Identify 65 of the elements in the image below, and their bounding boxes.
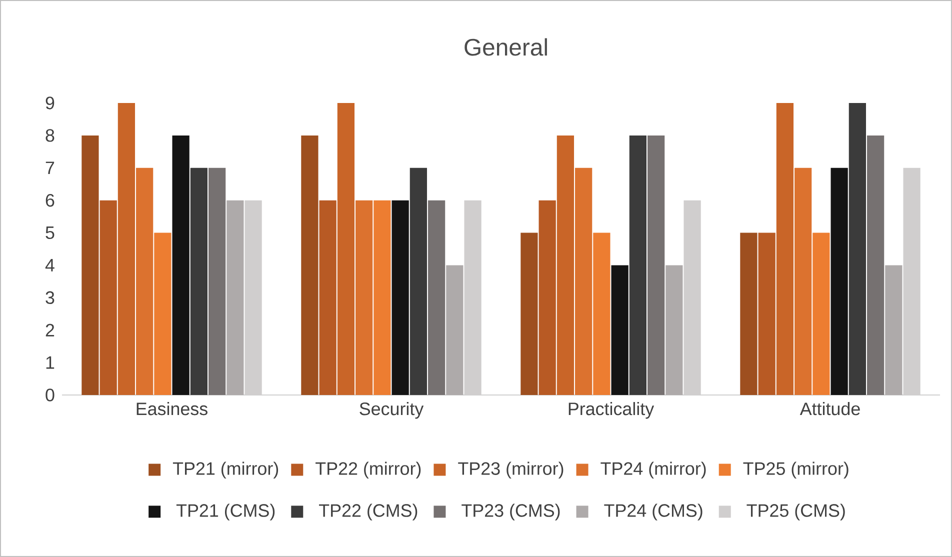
bar	[666, 265, 683, 395]
legend-label: TP23 (mirror)	[458, 462, 564, 478]
bar	[319, 200, 336, 395]
bar	[684, 200, 701, 395]
bar	[647, 135, 665, 395]
bar	[190, 168, 208, 395]
y-tick-label: 8	[46, 129, 54, 142]
bar	[446, 265, 464, 395]
bar	[172, 135, 190, 395]
bar	[593, 232, 610, 395]
legend-label: TP22 (mirror)	[316, 462, 421, 478]
bar	[812, 232, 830, 395]
y-tick-label: 7	[46, 162, 54, 174]
y-tick-label: 3	[46, 291, 54, 304]
bar	[226, 200, 244, 395]
bar	[885, 265, 902, 395]
x-tick-label: Attitude	[800, 402, 860, 416]
legend-label: TP25 (CMS)	[746, 504, 845, 520]
bar	[410, 168, 427, 395]
legend-label: TP22 (CMS)	[319, 504, 418, 520]
bar	[867, 135, 884, 395]
x-tick-label: Easiness	[136, 402, 208, 416]
bar	[392, 200, 409, 395]
bar	[337, 103, 355, 395]
y-tick-label: 1	[46, 356, 54, 369]
y-tick-label: 4	[45, 259, 54, 272]
bar	[538, 200, 556, 395]
x-tick-label: Practicality	[568, 402, 654, 419]
legend-label: TP25 (mirror)	[743, 462, 848, 478]
legend-label: TP24 (CMS)	[604, 504, 702, 520]
bar	[830, 168, 848, 395]
bar	[575, 168, 592, 395]
bar	[208, 168, 226, 395]
bar	[374, 200, 391, 395]
y-tick-label: 6	[46, 194, 54, 207]
bar	[758, 232, 776, 395]
legend-label: TP24 (mirror)	[600, 462, 706, 478]
bar	[100, 200, 117, 395]
y-tick-label: 5	[46, 226, 54, 240]
bar	[520, 232, 538, 395]
bar	[154, 232, 172, 395]
bar	[464, 200, 482, 395]
y-tick-label: 9	[46, 96, 54, 110]
bar	[82, 135, 99, 395]
bar	[848, 103, 866, 395]
bar	[794, 168, 812, 395]
chart-title: General	[464, 38, 547, 56]
bar	[556, 135, 574, 395]
bar	[629, 135, 646, 395]
bar	[244, 200, 262, 395]
bar	[903, 168, 920, 395]
bar	[740, 232, 758, 395]
bar	[356, 200, 373, 395]
legend-label: TP21 (mirror)	[172, 462, 278, 478]
bar	[611, 265, 628, 395]
legend-label: TP23 (CMS)	[462, 504, 560, 520]
x-tick-label: Security	[360, 402, 424, 419]
legend-label: TP21 (CMS)	[176, 504, 275, 520]
bar	[428, 200, 446, 395]
bar	[136, 168, 154, 395]
y-tick-label: 2	[46, 324, 54, 336]
y-tick-label: 0	[46, 388, 54, 402]
bar	[301, 135, 318, 395]
bar	[118, 103, 136, 395]
bar	[776, 103, 794, 395]
